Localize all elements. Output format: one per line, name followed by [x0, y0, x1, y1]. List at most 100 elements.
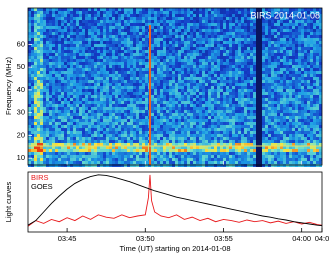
spectrogram-texture — [37, 44, 40, 47]
spectrogram-texture — [196, 41, 199, 44]
spectrogram-texture — [289, 158, 292, 161]
spectrogram-texture — [100, 59, 103, 62]
spectrogram-texture — [196, 17, 199, 20]
spectrogram-texture — [49, 80, 52, 83]
spectrogram-texture — [55, 44, 58, 47]
spectrogram-texture — [124, 107, 127, 110]
spectrogram-texture — [184, 56, 187, 59]
spectrogram-texture — [274, 95, 277, 98]
spectrogram-texture — [115, 53, 118, 56]
spectrogram-texture — [208, 86, 211, 89]
spectrogram-texture — [82, 14, 85, 17]
spectrogram-texture — [163, 74, 166, 77]
spectrogram-texture — [247, 158, 250, 161]
spectrogram-texture — [163, 65, 166, 68]
spectrogram-texture — [40, 56, 43, 59]
spectrogram-texture — [172, 53, 175, 56]
spectrogram-texture — [76, 98, 79, 101]
spectrogram-texture — [163, 80, 166, 83]
spectrogram-texture — [262, 101, 265, 104]
spectrogram-texture — [103, 119, 106, 122]
spectrogram-texture — [265, 116, 268, 119]
spectrogram-texture — [94, 101, 97, 104]
spectrogram-texture — [259, 95, 262, 98]
spectrogram-texture — [268, 140, 271, 143]
spectrogram-texture — [226, 128, 229, 131]
spectrogram-texture — [253, 125, 256, 128]
spectrogram-texture — [76, 119, 79, 122]
spectrogram-texture — [205, 11, 208, 14]
spectrogram-texture — [145, 131, 148, 134]
spectrogram-texture — [40, 110, 43, 113]
spectrogram-texture — [298, 131, 301, 134]
spectrogram-texture — [199, 11, 202, 14]
spectrogram-texture — [193, 104, 196, 107]
spectrogram-texture — [214, 59, 217, 62]
spectrogram-texture — [103, 17, 106, 20]
spectrogram-texture — [295, 41, 298, 44]
spectrogram-texture — [241, 104, 244, 107]
spectrogram-texture — [172, 134, 175, 137]
spectrogram-texture — [124, 20, 127, 23]
spectrogram-texture — [250, 53, 253, 56]
spectrogram-texture — [214, 98, 217, 101]
spectrogram-texture — [283, 38, 286, 41]
spectrogram-texture — [73, 14, 76, 17]
spectrogram-texture — [64, 47, 67, 50]
spectrogram-texture — [190, 65, 193, 68]
spectrogram-texture — [178, 35, 181, 38]
spectrogram-texture — [85, 110, 88, 113]
spectrogram-texture — [115, 26, 118, 29]
spectrogram-texture — [175, 113, 178, 116]
spectrogram-texture — [178, 122, 181, 125]
spectrogram-texture — [310, 86, 313, 89]
spectrogram-texture — [175, 137, 178, 140]
spectrogram-texture — [286, 53, 289, 56]
spectrogram-texture — [49, 68, 52, 71]
spectrogram-texture — [241, 32, 244, 35]
spectrogram-texture — [172, 23, 175, 26]
spectrogram-texture — [58, 134, 61, 137]
spectrogram-texture — [61, 20, 64, 23]
spectrogram-texture — [211, 152, 214, 155]
spectrogram-texture — [67, 107, 70, 110]
spectrogram-texture — [154, 158, 157, 161]
spectrogram-texture — [307, 44, 310, 47]
spectrogram-texture — [88, 35, 91, 38]
spectrogram-texture — [37, 38, 40, 41]
spectrogram-texture — [49, 56, 52, 59]
spectrogram-texture — [301, 152, 304, 155]
spectrogram-texture — [70, 17, 73, 20]
spectrogram-texture — [202, 95, 205, 98]
spectrogram-texture — [232, 101, 235, 104]
spectrogram-texture — [313, 149, 316, 152]
spectrogram-texture — [190, 86, 193, 89]
spectrogram-texture — [55, 140, 58, 143]
spectrogram-texture — [79, 131, 82, 134]
spectrogram-texture — [286, 101, 289, 104]
spectrogram-texture — [52, 17, 55, 20]
spectrogram-texture — [178, 152, 181, 155]
spectrogram-texture — [223, 104, 226, 107]
spectrogram-texture — [298, 77, 301, 80]
spectrogram-texture — [55, 95, 58, 98]
spectrogram-texture — [217, 92, 220, 95]
spectrogram-texture — [28, 119, 31, 122]
spectrogram-texture — [232, 59, 235, 62]
spectrogram-texture — [154, 110, 157, 113]
spectrogram-texture — [265, 104, 268, 107]
spectrogram-texture — [229, 50, 232, 53]
spectrogram-texture — [142, 35, 145, 38]
spectrogram-texture — [133, 119, 136, 122]
spectrogram-texture — [220, 47, 223, 50]
spectrogram-texture — [265, 158, 268, 161]
spectrogram-texture — [136, 41, 139, 44]
spectrogram-texture — [37, 119, 40, 122]
spectrogram-texture — [202, 17, 205, 20]
spectrogram-texture — [127, 155, 130, 158]
spectrogram-texture — [76, 53, 79, 56]
spectrogram-texture — [247, 59, 250, 62]
spectrogram-texture — [256, 92, 259, 95]
spectrogram-texture — [85, 26, 88, 29]
